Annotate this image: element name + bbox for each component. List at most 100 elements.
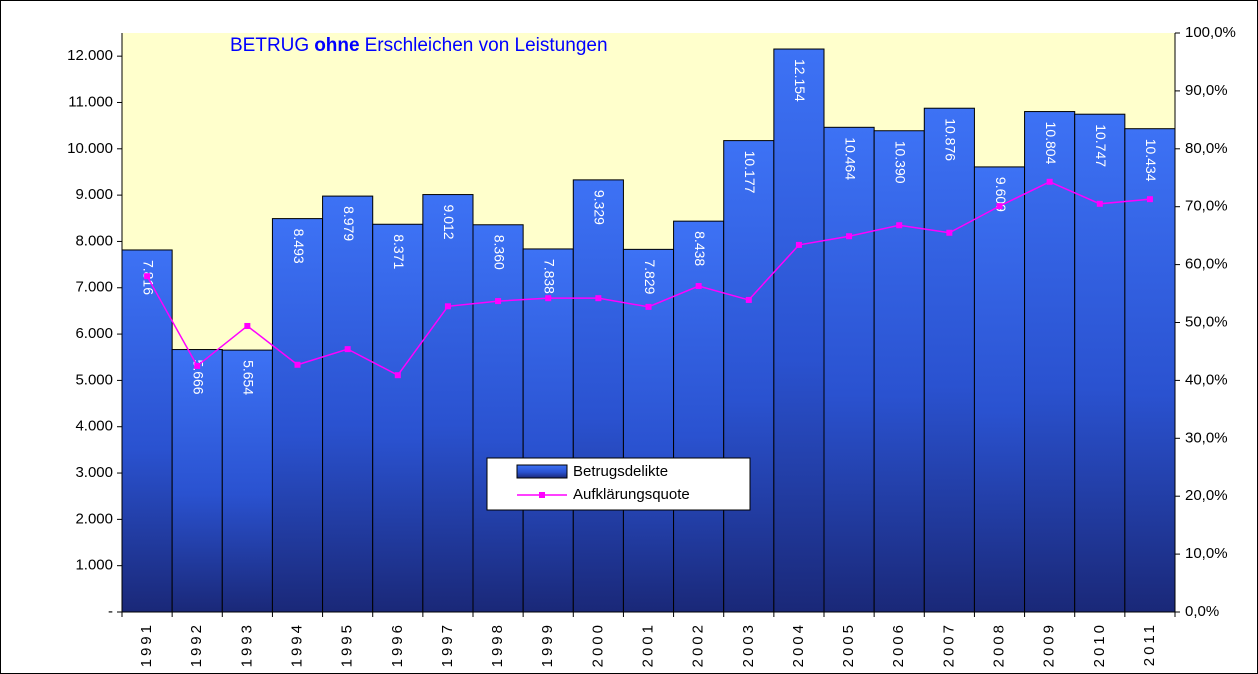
x-tick-label: 2000	[589, 622, 606, 667]
y2-tick-label: 20,0%	[1185, 487, 1228, 504]
x-tick-label: 2004	[790, 622, 807, 667]
point	[595, 295, 602, 302]
y2-tick-label: 0,0%	[1185, 603, 1219, 620]
bar	[372, 223, 424, 613]
y-tick-label: 12.000	[67, 47, 113, 64]
legend-swatch	[516, 464, 568, 479]
value-label: 5.654	[241, 360, 257, 395]
point	[444, 303, 451, 310]
value-label: 8.360	[491, 235, 507, 270]
bar	[121, 249, 173, 613]
value-label: 7.829	[642, 259, 658, 294]
y-tick-label: 9.000	[75, 186, 113, 203]
point	[394, 372, 401, 379]
x-tick-label: 2007	[940, 622, 957, 667]
value-label: 8.493	[291, 229, 307, 264]
bar	[973, 166, 1026, 613]
x-tick-label: 2008	[990, 622, 1007, 667]
point	[194, 362, 201, 369]
point	[144, 273, 151, 280]
x-tick-label: 1996	[389, 622, 406, 667]
bar	[1124, 128, 1176, 613]
point	[244, 322, 251, 329]
y2-tick-label: 40,0%	[1185, 371, 1228, 388]
value-label: 10.390	[893, 141, 909, 184]
y2-tick-label: 10,0%	[1185, 545, 1228, 562]
bar	[322, 195, 374, 613]
point	[896, 222, 903, 229]
y2-tick-label: 100,0%	[1185, 24, 1236, 41]
y2-tick-label: 90,0%	[1185, 82, 1228, 99]
y-tick-label: 1.000	[75, 557, 113, 574]
bar	[221, 349, 273, 613]
point	[846, 233, 853, 240]
y2-tick-label: 30,0%	[1185, 429, 1228, 446]
point	[1146, 196, 1153, 203]
x-tick-label: 2006	[890, 622, 907, 667]
y2-tick-label: 60,0%	[1185, 256, 1228, 273]
bar	[522, 248, 574, 613]
y2-tick-label: 80,0%	[1185, 140, 1228, 157]
x-tick-label: 2003	[740, 622, 757, 667]
value-label: 10.804	[1043, 122, 1059, 165]
point	[344, 346, 351, 353]
legend-label: Betrugsdelikte	[573, 463, 668, 480]
value-label: 10.876	[943, 118, 959, 161]
x-tick-label: 1998	[489, 622, 506, 667]
y-tick-label: -	[108, 603, 113, 620]
y-tick-label: 10.000	[67, 140, 113, 157]
y-tick-label: 11.000	[68, 93, 113, 110]
bar	[773, 48, 825, 613]
bar	[472, 224, 524, 613]
title-part: ohne	[314, 35, 359, 56]
title-part: Erschleichen von Leistungen	[365, 35, 608, 56]
point	[495, 298, 502, 305]
point	[294, 361, 301, 368]
x-tick-label: 2011	[1141, 622, 1158, 666]
y-tick-label: 5.000	[75, 371, 113, 388]
chart-title: BETRUG ohne Erschleichen von Leistungen	[230, 35, 608, 56]
y-tick-label: 7.000	[75, 279, 113, 296]
x-tick-label: 1994	[288, 622, 305, 667]
bar	[1024, 111, 1076, 613]
x-tick-label: 1999	[539, 622, 556, 667]
bar	[673, 220, 725, 613]
y2-tick-label: 50,0%	[1185, 313, 1228, 330]
y-tick-label: 6.000	[75, 325, 113, 342]
x-tick-label: 2001	[639, 622, 656, 667]
x-tick-label: 1992	[188, 622, 205, 667]
point	[996, 203, 1003, 210]
bar	[271, 218, 324, 613]
value-label: 8.371	[391, 234, 407, 269]
bar	[422, 194, 474, 613]
x-tick-label: 2010	[1091, 622, 1108, 667]
title-part: BETRUG	[230, 35, 309, 56]
point	[545, 295, 552, 302]
x-tick-label: 1993	[238, 622, 255, 667]
point	[695, 283, 702, 290]
bar	[1074, 113, 1126, 613]
value-label: 10.177	[742, 151, 758, 194]
bar	[873, 130, 925, 613]
y-tick-label: 4.000	[75, 418, 113, 435]
point	[946, 229, 953, 236]
value-label: 7.838	[542, 259, 558, 294]
bar	[723, 140, 775, 613]
y-tick-label: 3.000	[75, 464, 113, 481]
value-label: 10.747	[1093, 124, 1109, 167]
x-tick-label: 2009	[1041, 622, 1058, 667]
legend-marker	[539, 492, 545, 498]
value-label: 8.979	[341, 206, 357, 241]
bar	[823, 126, 875, 613]
point	[795, 241, 802, 248]
bar	[171, 349, 223, 613]
x-tick-label: 1991	[138, 622, 155, 667]
value-label: 12.154	[792, 59, 808, 102]
value-label: 8.438	[692, 231, 708, 266]
value-label: 9.012	[441, 205, 457, 240]
point	[1046, 178, 1053, 185]
legend-label: Aufklärungsquote	[573, 486, 690, 503]
value-label: 9.329	[592, 190, 608, 225]
x-tick-label: 1995	[339, 622, 356, 667]
